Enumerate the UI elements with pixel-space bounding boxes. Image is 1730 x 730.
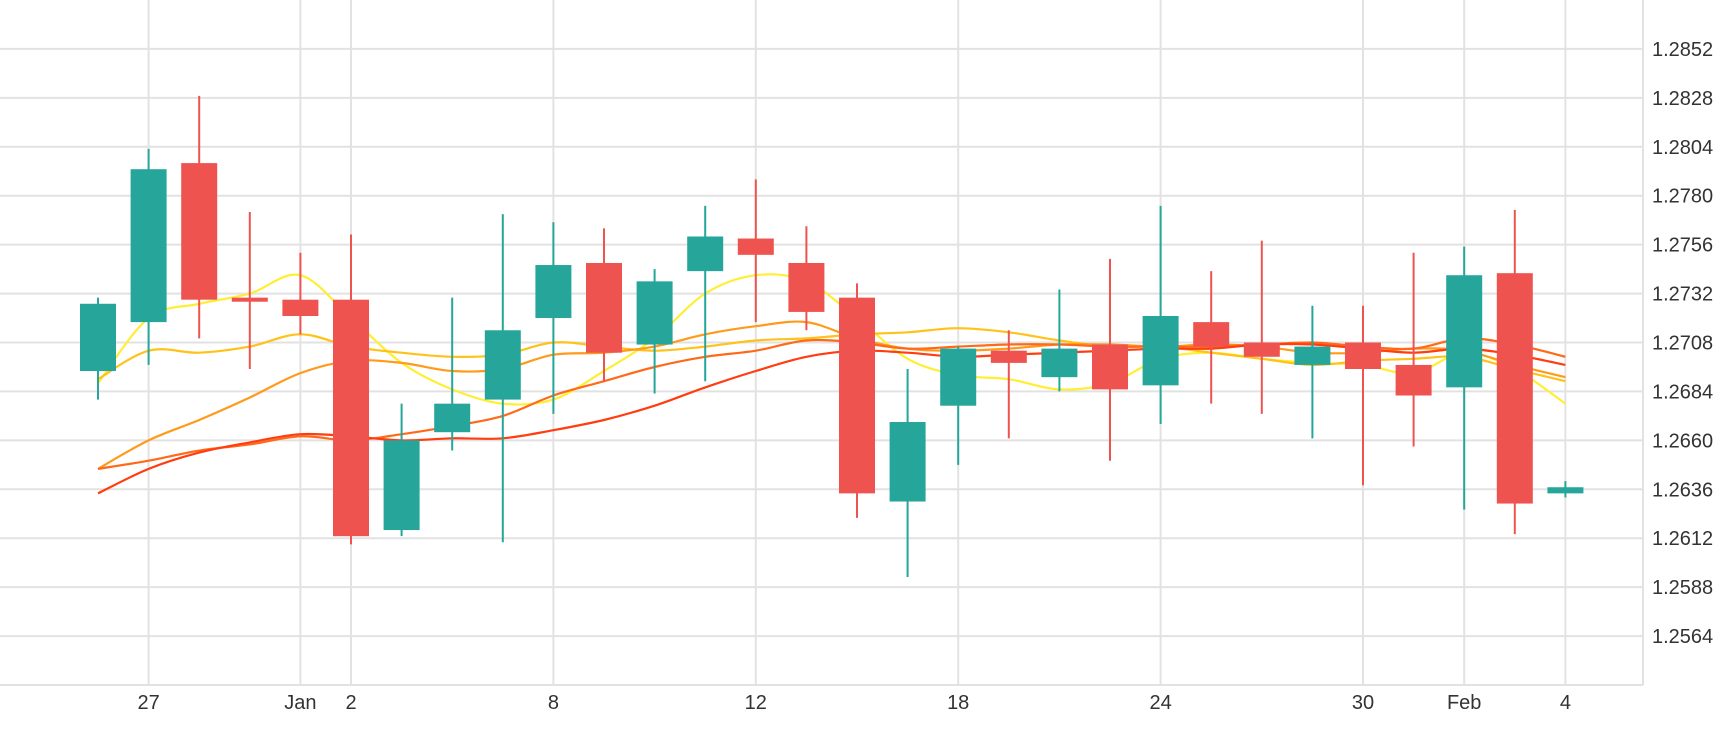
y-tick-label: 1.2732 <box>1652 284 1713 306</box>
candle-body-up <box>484 330 521 400</box>
candle <box>181 95 218 339</box>
candle-body-up <box>1294 346 1331 365</box>
candle <box>333 234 369 545</box>
x-tick-label: 2 <box>345 692 356 714</box>
candle-body-down <box>1243 342 1280 357</box>
candle <box>1142 205 1179 425</box>
candle <box>1395 252 1432 447</box>
candle <box>990 330 1027 439</box>
y-tick-label: 1.2756 <box>1652 235 1713 257</box>
candle <box>434 297 471 451</box>
x-tick-label: 18 <box>947 692 969 714</box>
x-tick-label: 12 <box>745 692 767 714</box>
y-tick-label: 1.2828 <box>1652 88 1713 110</box>
y-tick-label: 1.2564 <box>1652 626 1713 648</box>
x-axis: 27 Jan 2 8 12 18 24 30 Feb 4 <box>137 692 1570 714</box>
candle <box>1243 240 1280 414</box>
candle <box>1496 209 1533 535</box>
candle-body-down <box>839 297 875 494</box>
candle <box>282 252 319 335</box>
candle-body-down <box>282 299 319 316</box>
candle <box>839 283 875 518</box>
candle-body-down <box>1193 322 1230 347</box>
candle-body-up <box>940 348 977 406</box>
candle <box>484 214 521 543</box>
candle-body-down <box>181 163 218 300</box>
y-tick-label: 1.2612 <box>1652 528 1713 550</box>
y-tick-label: 1.2684 <box>1652 381 1713 403</box>
candle <box>1446 246 1483 510</box>
candle-body-up <box>687 236 724 272</box>
candle <box>130 148 167 365</box>
candle <box>1193 271 1230 404</box>
candle <box>231 212 268 370</box>
x-tick-label: Jan <box>284 692 316 714</box>
candle-body-up <box>1547 487 1584 494</box>
candle-body-up <box>1041 348 1078 378</box>
x-tick-label: 4 <box>1560 692 1571 714</box>
candle <box>737 179 774 323</box>
candle-body-up <box>535 265 572 319</box>
candle-body-down <box>586 262 622 353</box>
candle <box>687 205 724 382</box>
candle-body-down <box>1496 273 1533 504</box>
candle <box>535 222 572 414</box>
candle <box>1092 258 1128 461</box>
candle-body-up <box>434 403 471 433</box>
candle-body-down <box>788 262 825 312</box>
y-tick-label: 1.2588 <box>1652 577 1713 599</box>
y-axis: 1.2564 1.2588 1.2612 1.2636 1.2660 1.2684 1.27… <box>1652 39 1713 648</box>
candle-body-up <box>889 422 926 502</box>
candle <box>889 369 926 577</box>
y-tick-label: 1.2708 <box>1652 333 1713 355</box>
candle-body-down <box>737 238 774 255</box>
candle-body-up <box>1446 275 1483 388</box>
candle-body-down <box>1092 344 1128 390</box>
candle-body-up <box>383 440 420 531</box>
candle-body-up <box>130 169 167 323</box>
candle <box>1547 481 1584 498</box>
candle <box>1345 305 1381 486</box>
x-tick-label: 30 <box>1352 692 1374 714</box>
y-tick-label: 1.2804 <box>1652 137 1713 159</box>
candle <box>636 269 673 394</box>
candle-body-down <box>1395 364 1432 396</box>
y-tick-label: 1.2636 <box>1652 479 1713 501</box>
y-tick-label: 1.2660 <box>1652 430 1713 452</box>
x-tick-label: 8 <box>548 692 559 714</box>
grid-lines <box>0 0 1644 686</box>
candle-body-up <box>80 303 116 372</box>
candle-body-up <box>636 281 673 345</box>
candle <box>940 346 977 465</box>
candles <box>80 95 1584 577</box>
candle-body-up <box>1142 315 1179 386</box>
x-tick-label: 24 <box>1149 692 1171 714</box>
candle <box>788 226 825 331</box>
x-tick-label: Feb <box>1447 692 1481 714</box>
y-tick-label: 1.2780 <box>1652 186 1713 208</box>
candle-body-down <box>231 297 268 302</box>
candle-body-down <box>1345 342 1381 370</box>
x-tick-label: 27 <box>137 692 159 714</box>
candle <box>1041 289 1078 392</box>
candle <box>586 228 622 382</box>
candle <box>383 403 420 537</box>
candle <box>80 297 116 400</box>
candle-body-down <box>333 299 369 537</box>
candle <box>1294 305 1331 439</box>
candle-body-down <box>990 350 1027 363</box>
y-tick-label: 1.2852 <box>1652 39 1713 61</box>
